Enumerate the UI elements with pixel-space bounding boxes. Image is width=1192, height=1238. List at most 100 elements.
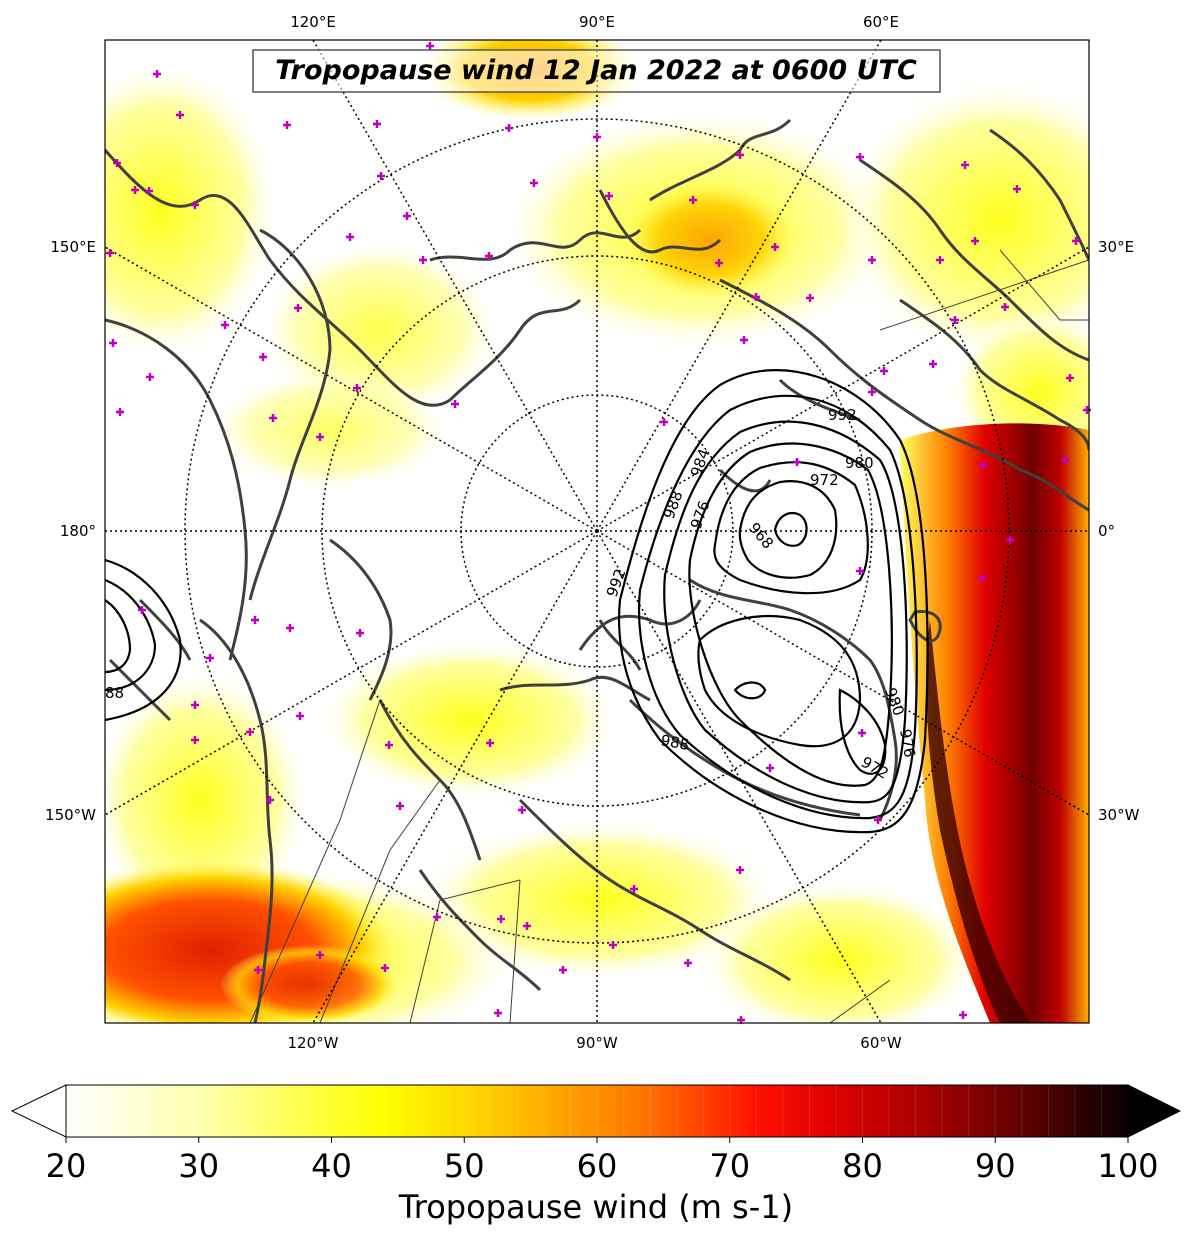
station-marker [530,179,538,187]
station-marker [771,243,779,251]
colorbar: 20 30 40 50 60 70 80 90 100 Tropopause wind (m s… [10,1084,1182,1226]
station-marker [494,1009,502,1017]
lat-label-left: 180° [60,522,96,540]
station-marker [353,384,361,392]
station-marker [593,133,601,141]
station-marker [523,922,531,930]
station-marker [381,964,389,972]
station-marker [283,121,291,129]
station-marker [433,913,441,921]
station-marker [377,172,385,180]
station-marker [929,360,937,368]
station-marker [106,249,114,257]
station-marker [251,616,259,624]
station-marker [286,624,294,632]
station-marker [146,373,154,381]
station-marker [880,367,888,375]
station-marker [766,764,774,772]
map-title: Tropopause wind 12 Jan 2022 at 0600 UTC [275,55,917,86]
station-marker [145,187,153,195]
station-marker [113,159,121,167]
station-marker [715,259,723,267]
lon-label-bottom: 90°W [576,1034,618,1052]
station-marker [1066,374,1074,382]
station-marker [191,201,199,209]
station-marker [1006,536,1014,544]
latitude-labels: 150°E 180° 150°W 30°E 0° 30°W [45,238,1140,824]
station-marker [559,966,567,974]
station-marker [153,70,161,78]
contour-label: 976 [896,728,919,759]
station-marker [316,951,324,959]
station-marker [206,654,214,662]
lat-label-right: 30°W [1098,806,1140,824]
lon-label-bottom: 60°W [860,1034,902,1052]
colorbar-tick-label: 80 [842,1147,883,1185]
station-marker [259,353,267,361]
lat-label-right: 30°E [1098,238,1134,256]
station-marker [269,414,277,422]
station-marker [518,806,526,814]
station-marker [806,294,814,302]
station-marker [951,316,959,324]
station-marker [856,153,864,161]
colorbar-tick-label: 70 [709,1147,750,1185]
longitude-labels: 120°E 90°E 60°E 120°W 90°W 60°W [288,13,902,1052]
station-marker [419,256,427,264]
station-marker [131,186,139,194]
station-marker [254,966,262,974]
lat-label-left: 150°W [45,806,96,824]
pressure-contours [105,369,929,834]
station-marker [752,293,760,301]
borders [249,249,1089,1023]
colorbar-gradient [66,1085,1128,1137]
contour-label: 88 [105,684,124,702]
colorbar-extend-min [10,1084,67,1138]
station-marker [793,458,801,466]
station-marker [868,388,876,396]
station-marker [874,816,882,824]
station-marker [978,574,986,582]
map-frame [104,39,1090,1024]
station-marker [736,866,744,874]
station-marker [176,111,184,119]
lon-label-top: 120°E [290,13,336,31]
station-marker [961,161,969,169]
lat-label-left: 150°E [50,238,96,256]
station-marker [736,151,744,159]
title-box: Tropopause wind 12 Jan 2022 at 0600 UTC [252,49,941,93]
station-marker [630,885,638,893]
station-marker [191,736,199,744]
station-marker [485,252,493,260]
station-marker [740,336,748,344]
station-marker [346,233,354,241]
contour-label: 980 [845,454,874,472]
station-marker [959,1011,967,1019]
station-marker [109,339,117,347]
station-marker [373,120,381,128]
colorbar-tick-label: 40 [311,1147,352,1185]
contour-label: 972 [810,471,839,489]
station-marker [971,237,979,245]
station-marker [221,321,229,329]
colorbar-tick-label: 30 [178,1147,219,1185]
colorbar-tick-label: 90 [975,1147,1016,1185]
station-markers [106,42,1091,1024]
station-marker [1083,406,1091,414]
station-marker [356,629,364,637]
lat-label-right: 0° [1098,522,1115,540]
lon-label-bottom: 120°W [288,1034,339,1052]
colorbar-ticks: 20 30 40 50 60 70 80 90 100 [46,1137,1159,1185]
station-marker [684,959,692,967]
station-marker [505,124,513,132]
station-marker [1001,303,1009,311]
station-marker [856,567,864,575]
station-marker [116,408,124,416]
station-marker [138,606,146,614]
station-marker [294,304,302,312]
station-marker [1013,185,1021,193]
station-marker [689,196,697,204]
station-marker [936,256,944,264]
station-marker [609,941,617,949]
